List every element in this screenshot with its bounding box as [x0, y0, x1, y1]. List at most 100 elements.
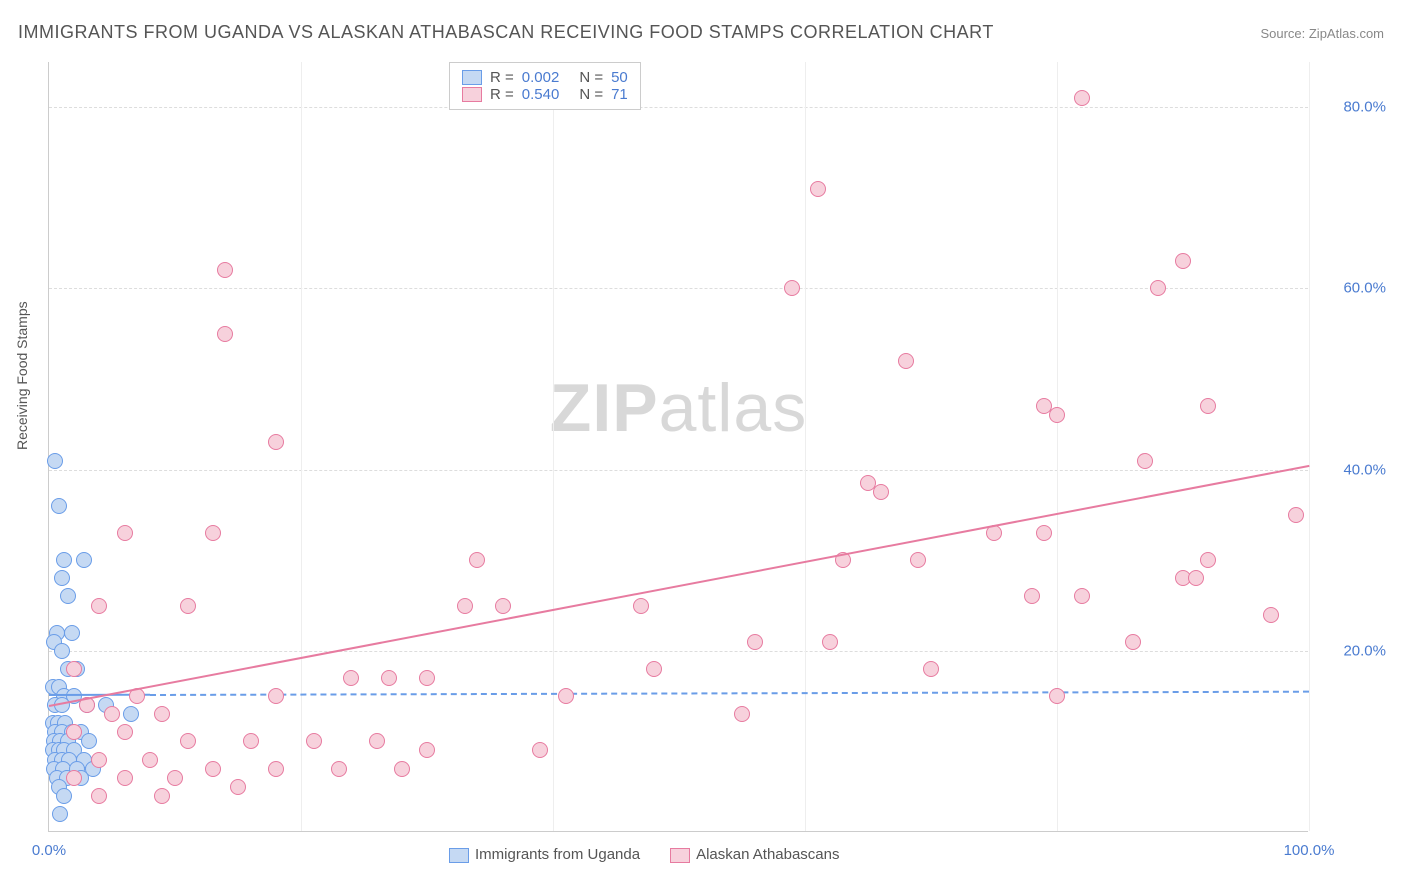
x-tick-label: 100.0% [1284, 842, 1335, 859]
data-point [180, 598, 196, 614]
data-point [1200, 398, 1216, 414]
data-point [306, 733, 322, 749]
data-point [91, 598, 107, 614]
legend-stat-row: R =0.540N =71 [462, 86, 628, 103]
data-point [1188, 570, 1204, 586]
y-tick-label: 40.0% [1343, 461, 1386, 478]
data-point [381, 670, 397, 686]
watermark-text: ZIPatlas [550, 369, 807, 447]
data-point [91, 752, 107, 768]
watermark-zip: ZIP [550, 370, 659, 446]
legend-r-label: R = [490, 69, 514, 86]
data-point [343, 670, 359, 686]
data-point [1200, 552, 1216, 568]
data-point [419, 670, 435, 686]
legend-swatch [670, 848, 690, 863]
data-point [331, 761, 347, 777]
data-point [873, 484, 889, 500]
legend-r-label: R = [490, 86, 514, 103]
gridline [49, 288, 1308, 289]
scatter-chart: ZIPatlas 20.0%40.0%60.0%80.0%0.0%100.0%R… [48, 62, 1308, 832]
data-point [784, 280, 800, 296]
data-point [217, 326, 233, 342]
data-point [142, 752, 158, 768]
data-point [47, 453, 63, 469]
data-point [923, 661, 939, 677]
data-point [1049, 407, 1065, 423]
data-point [1074, 90, 1090, 106]
data-point [180, 733, 196, 749]
data-point [457, 598, 473, 614]
y-tick-label: 60.0% [1343, 280, 1386, 297]
data-point [558, 688, 574, 704]
data-point [1175, 253, 1191, 269]
data-point [1036, 525, 1052, 541]
trend-line-dashed [150, 691, 1309, 696]
data-point [810, 181, 826, 197]
data-point [154, 788, 170, 804]
data-point [243, 733, 259, 749]
legend-series-label: Alaskan Athabascans [696, 846, 839, 863]
data-point [167, 770, 183, 786]
legend-n-label: N = [579, 69, 603, 86]
data-point [230, 779, 246, 795]
vgridline [301, 62, 302, 831]
data-point [66, 770, 82, 786]
vgridline [805, 62, 806, 831]
gridline [49, 107, 1308, 108]
data-point [268, 688, 284, 704]
data-point [747, 634, 763, 650]
data-point [633, 598, 649, 614]
data-point [66, 724, 82, 740]
data-point [205, 525, 221, 541]
watermark-atlas: atlas [659, 370, 808, 446]
legend-n-value: 50 [611, 69, 628, 86]
legend-series-item: Alaskan Athabascans [670, 846, 839, 863]
legend-series-label: Immigrants from Uganda [475, 846, 640, 863]
data-point [910, 552, 926, 568]
data-point [1024, 588, 1040, 604]
gridline [49, 651, 1308, 652]
legend-stats: R = 0.002 N = 50R = 0.540 N = 71 [449, 62, 641, 110]
source-label: Source: ZipAtlas.com [1260, 26, 1384, 41]
x-tick-label: 0.0% [32, 842, 66, 859]
trend-line [49, 465, 1309, 707]
chart-title: IMMIGRANTS FROM UGANDA VS ALASKAN ATHABA… [18, 22, 994, 43]
data-point [1150, 280, 1166, 296]
data-point [104, 706, 120, 722]
legend-r-value: 0.002 [522, 69, 560, 86]
data-point [1049, 688, 1065, 704]
data-point [495, 598, 511, 614]
data-point [76, 552, 92, 568]
data-point [117, 525, 133, 541]
vgridline [1309, 62, 1310, 831]
data-point [469, 552, 485, 568]
data-point [91, 788, 107, 804]
data-point [1125, 634, 1141, 650]
data-point [66, 661, 82, 677]
data-point [734, 706, 750, 722]
legend-n-value: 71 [611, 86, 628, 103]
legend-stat-row: R = 0.002 N = 50 [462, 69, 628, 86]
data-point [64, 625, 80, 641]
legend-r-value: 0.540 [522, 86, 560, 103]
legend-series-item: Immigrants from Uganda [449, 846, 640, 863]
legend-swatch [462, 70, 482, 85]
y-tick-label: 20.0% [1343, 642, 1386, 659]
data-point [419, 742, 435, 758]
data-point [1137, 453, 1153, 469]
gridline [49, 470, 1308, 471]
data-point [898, 353, 914, 369]
data-point [822, 634, 838, 650]
data-point [56, 552, 72, 568]
data-point [1263, 607, 1279, 623]
data-point [81, 733, 97, 749]
data-point [205, 761, 221, 777]
data-point [154, 706, 170, 722]
data-point [51, 498, 67, 514]
data-point [54, 643, 70, 659]
legend-swatch [462, 87, 482, 102]
data-point [60, 588, 76, 604]
data-point [1288, 507, 1304, 523]
data-point [1074, 588, 1090, 604]
